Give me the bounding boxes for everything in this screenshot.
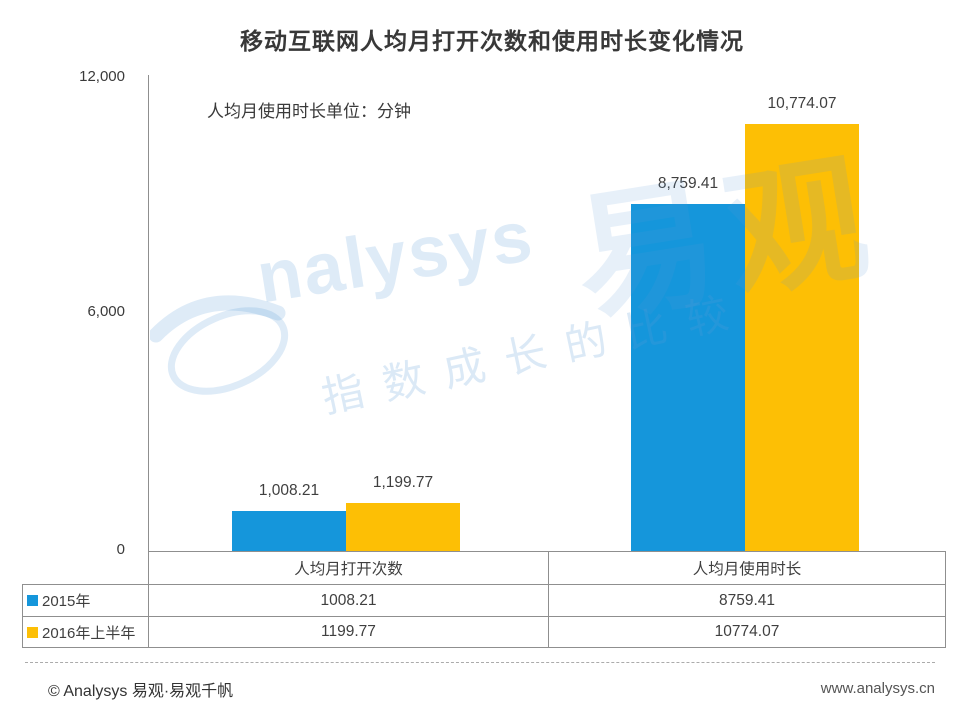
bar-2016年上半年-人均月使用时长 [745,124,859,551]
bar-value-label-2015年-人均月使用时长: 8,759.41 [657,175,719,192]
bar-value-label-2015年-人均月打开次数: 1,008.21 [258,482,320,499]
table-line-left [22,584,23,648]
footer-divider [25,662,935,663]
bar-2016年上半年-人均月打开次数 [346,503,460,551]
table-line-right [945,551,946,648]
table-value-2016h1-opens: 1199.77 [321,623,376,640]
legend-label-2016h1: 2016年上半年 [42,624,136,642]
footer-website: www.analysys.cn [820,680,935,697]
y-tick-0: 0 [116,541,125,558]
legend-label-2015: 2015年 [42,593,91,610]
table-value-2016h1-duration: 10774.07 [714,623,780,640]
y-axis-line [148,75,149,647]
footer-copyright: © Analysys 易观·易观千帆 [48,683,234,700]
table-header-opens: 人均月打开次数 [294,561,403,578]
x-axis-line [148,551,946,552]
bar-value-label-2016年上半年-人均月打开次数: 1,199.77 [372,474,434,491]
table-line-h1 [22,584,946,585]
bar-value-label-2016年上半年-人均月使用时长: 10,774.07 [767,95,837,112]
chart-title: 移动互联网人均月打开次数和使用时长变化情况 [240,28,744,54]
table-line-mid [548,551,549,648]
y-tick-12000: 12,000 [79,68,125,85]
chart-subtitle: 人均月使用时长单位：分钟 [207,102,411,121]
legend-swatch-2016h1 [27,626,38,638]
legend-swatch-2015 [27,595,38,606]
y-tick-6000: 6,000 [87,303,125,320]
table-line-h2 [22,616,946,617]
table-header-duration: 人均月使用时长 [692,561,802,578]
legend-item-2015: 2015年 [27,585,147,616]
bar-2015年-人均月使用时长 [631,204,745,551]
table-value-2015-opens: 1008.21 [320,591,377,609]
table-value-2015-duration: 8759.41 [718,591,776,609]
table-line-h3 [22,647,946,648]
legend-item-2016h1: 2016年上半年 [27,617,147,647]
bar-2015年-人均月打开次数 [232,511,346,551]
